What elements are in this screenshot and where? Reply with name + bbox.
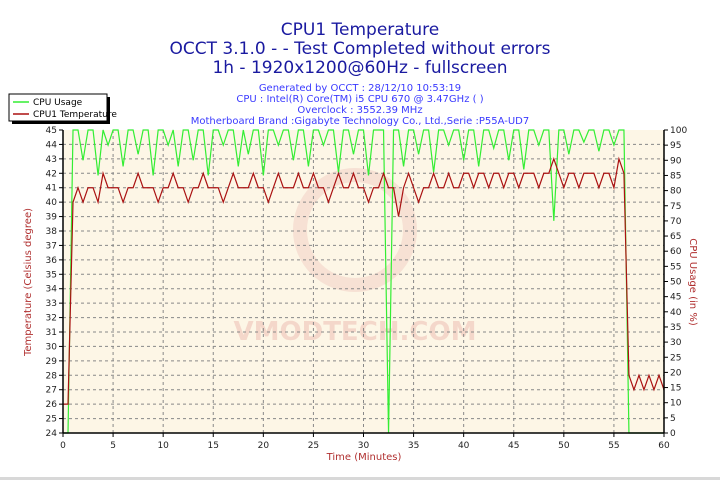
y2-tick-label: 50 <box>670 278 682 288</box>
y-tick-label: 35 <box>46 270 57 280</box>
x-tick-label: 15 <box>208 441 219 451</box>
x-tick-label: 0 <box>60 441 66 451</box>
y-tick-label: 41 <box>46 184 57 194</box>
x-tick-label: 20 <box>258 441 270 451</box>
motherboard-info: Motherboard Brand :Gigabyte Technology C… <box>190 116 530 127</box>
y-tick-label: 33 <box>46 299 57 309</box>
y2-tick-label: 80 <box>670 187 682 197</box>
x-tick-label: 40 <box>458 441 470 451</box>
y-tick-label: 36 <box>46 256 58 266</box>
y2-tick-label: 20 <box>670 368 682 378</box>
y2-tick-label: 90 <box>670 156 682 166</box>
y2-tick-label: 35 <box>670 323 681 333</box>
legend-label-cpu-usage: CPU Usage <box>33 98 83 108</box>
x-tick-label: 55 <box>608 441 619 451</box>
series-cpu-usage <box>63 129 664 434</box>
y2-tick-label: 0 <box>670 429 676 439</box>
y-tick-label: 29 <box>46 357 58 367</box>
y2-tick-label: 30 <box>670 338 682 348</box>
x-axis-label: Time (Minutes) <box>326 452 402 463</box>
y-tick-label: 24 <box>46 429 58 439</box>
y2-tick-label: 10 <box>670 399 682 409</box>
y2-tick-label: 75 <box>670 202 681 212</box>
legend-label-temperature: CPU1 Temperature <box>33 110 117 120</box>
chart-subtitle-test: OCCT 3.1.0 - - Test Completed without er… <box>169 39 551 59</box>
y2-tick-label: 70 <box>670 217 682 227</box>
cpu-info: CPU : Intel(R) Core(TM) i5 CPU 670 @ 3.4… <box>236 94 484 105</box>
x-tick-label: 45 <box>508 441 519 451</box>
y2-tick-label: 85 <box>670 171 681 181</box>
y-tick-label: 38 <box>46 227 58 237</box>
x-tick-label: 30 <box>358 441 370 451</box>
y2-tick-label: 55 <box>670 262 681 272</box>
y-tick-label: 27 <box>46 386 57 396</box>
y2-tick-label: 100 <box>670 126 687 136</box>
y2-tick-label: 5 <box>670 414 676 424</box>
y-tick-label: 25 <box>46 415 57 425</box>
y-tick-label: 34 <box>46 285 58 295</box>
overclock-info: Overclock : 3552.39 MHz <box>297 105 423 116</box>
x-tick-label: 10 <box>157 441 169 451</box>
y-tick-label: 45 <box>46 126 57 136</box>
y-tick-label: 31 <box>46 328 57 338</box>
y2-tick-label: 40 <box>670 308 682 318</box>
y-tick-label: 42 <box>46 169 57 179</box>
chart-subtitle-resolution: 1h - 1920x1200@60Hz - fullscreen <box>212 58 508 78</box>
y-tick-label: 40 <box>46 198 58 208</box>
y2-tick-label: 15 <box>670 384 681 394</box>
x-tick-label: 60 <box>658 441 670 451</box>
y2-tick-label: 45 <box>670 293 681 303</box>
x-tick-label: 50 <box>558 441 570 451</box>
x-tick-label: 35 <box>408 441 419 451</box>
y-tick-label: 43 <box>46 155 57 165</box>
y-tick-label: 44 <box>46 140 58 150</box>
generated-info: Generated by OCCT : 28/12/10 10:53:19 <box>258 83 462 94</box>
y-tick-label: 39 <box>46 213 58 223</box>
y-tick-label: 30 <box>46 342 58 352</box>
y-tick-label: 26 <box>46 400 58 410</box>
y2-tick-label: 60 <box>670 247 682 257</box>
y2-tick-label: 95 <box>670 141 681 151</box>
x-tick-label: 25 <box>308 441 319 451</box>
watermark-logo <box>293 168 417 292</box>
y-tick-label: 28 <box>46 371 58 381</box>
y-tick-label: 37 <box>46 241 57 251</box>
bottom-border <box>0 477 720 480</box>
y-tick-label: 32 <box>46 314 57 324</box>
series-cpu1-temperature <box>63 156 665 405</box>
y2-tick-label: 25 <box>670 353 681 363</box>
y2-tick-label: 65 <box>670 232 681 242</box>
x-tick-label: 5 <box>110 441 116 451</box>
y-axis-label: Temperature (Celsius degree) <box>23 208 34 357</box>
legend-box <box>8 93 108 122</box>
y2-axis-label: CPU Usage (in %) <box>687 238 698 326</box>
chart-title: CPU1 Temperature <box>280 20 440 40</box>
